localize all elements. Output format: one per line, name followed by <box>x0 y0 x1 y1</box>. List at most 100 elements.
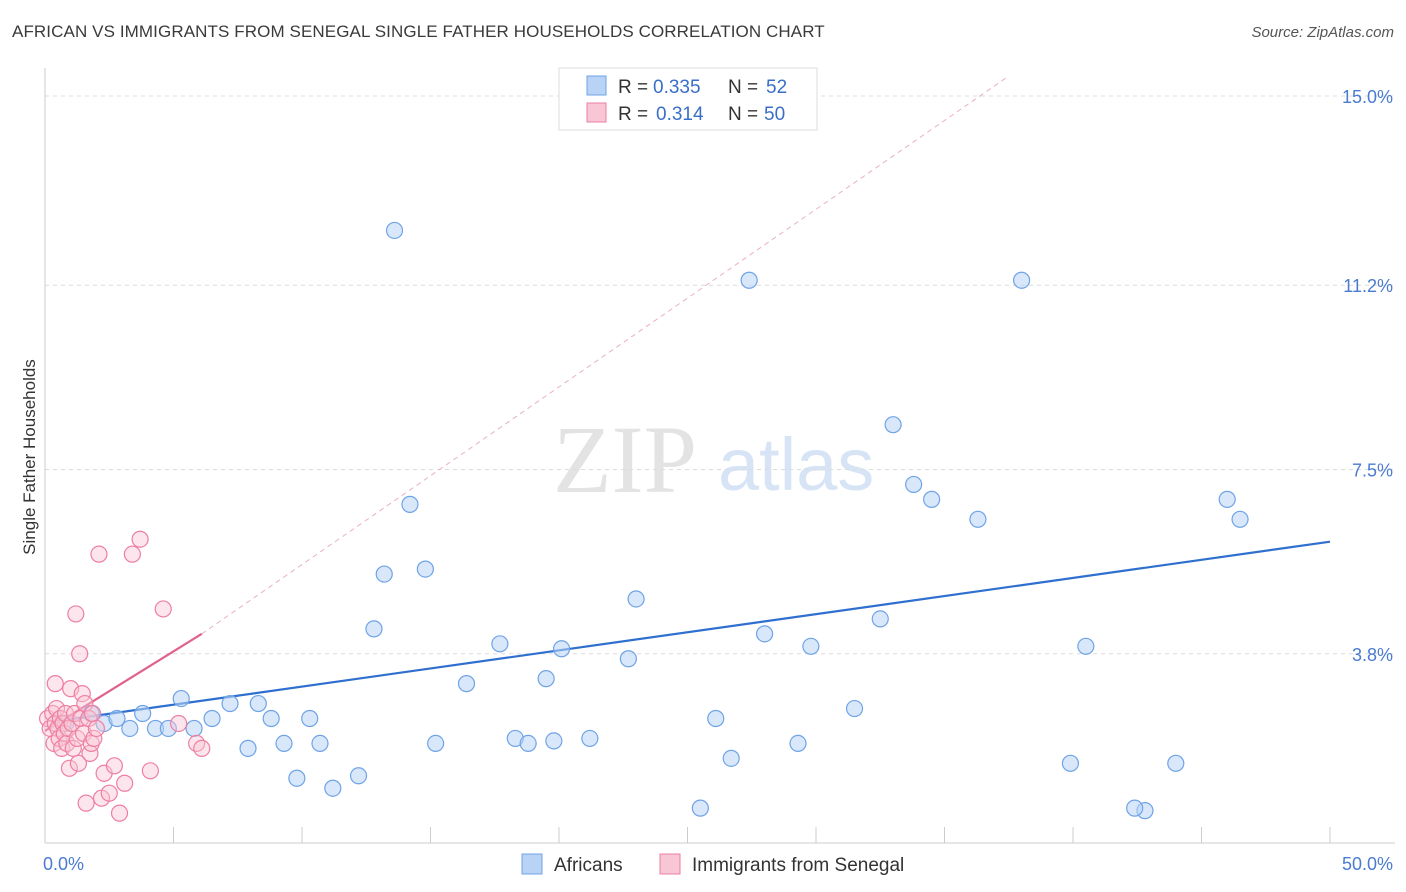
point-senegal <box>63 714 81 733</box>
point-africans <box>1012 271 1031 289</box>
point-africans <box>619 650 637 668</box>
point-senegal <box>82 734 100 753</box>
point-senegal <box>56 704 75 723</box>
point-africans <box>108 709 126 728</box>
bottom-legend-africans: Africans <box>554 855 623 876</box>
legend-r-value-2: 0.314 <box>656 104 704 125</box>
bottom-legend-swatch-africans <box>521 853 543 875</box>
point-senegal <box>193 739 211 757</box>
trendline-africans <box>57 540 1331 723</box>
trendline-senegal-extension <box>201 75 1010 635</box>
point-africans <box>537 670 555 688</box>
point-africans <box>491 635 509 653</box>
point-senegal <box>90 545 108 563</box>
source-label: Source: ZipAtlas.com <box>1251 24 1394 41</box>
point-africans <box>519 734 537 753</box>
point-africans <box>845 699 864 718</box>
point-senegal <box>100 784 118 802</box>
point-senegal <box>87 719 106 738</box>
trendline-senegal <box>44 632 203 732</box>
point-africans <box>627 590 645 608</box>
point-africans <box>457 675 476 693</box>
point-africans <box>375 565 393 583</box>
legend-n-label-2: N = <box>728 104 758 125</box>
point-africans <box>1061 754 1080 772</box>
point-senegal <box>188 734 206 753</box>
point-africans <box>385 221 404 240</box>
point-africans <box>552 640 571 658</box>
data-points <box>38 221 1249 822</box>
point-senegal <box>116 774 134 792</box>
x-tick-label-max: 50.0% <box>1342 854 1393 874</box>
y-tick-label: 7.5% <box>1352 461 1393 481</box>
point-africans <box>1231 510 1249 528</box>
grid-lines <box>45 95 1395 655</box>
point-africans <box>905 475 923 494</box>
legend-n-label-1: N = <box>728 77 758 98</box>
point-africans <box>159 719 177 738</box>
legend-swatch-africans <box>586 75 607 96</box>
y-tick-label: 15.0% <box>1342 87 1393 107</box>
trendlines <box>44 75 1331 732</box>
bottom-legend: Africans Immigrants from Senegal <box>521 853 904 876</box>
point-africans <box>691 799 709 817</box>
point-africans <box>1126 799 1144 817</box>
point-senegal <box>67 605 85 623</box>
point-africans <box>349 767 368 785</box>
watermark-zip: ZIP <box>553 406 697 513</box>
point-africans <box>884 416 902 434</box>
point-senegal <box>47 699 66 718</box>
point-africans <box>288 769 306 787</box>
point-africans <box>969 510 987 528</box>
point-africans <box>789 734 807 753</box>
point-senegal <box>170 714 188 733</box>
point-africans <box>262 709 280 728</box>
point-africans <box>1218 490 1236 508</box>
x-tick-label-min: 0.0% <box>43 854 84 874</box>
point-senegal <box>83 704 102 723</box>
point-africans <box>134 704 152 723</box>
y-axis-title: Single Father Households <box>20 359 39 555</box>
legend-r-value-1: 0.335 <box>653 77 701 98</box>
point-africans <box>1167 754 1185 772</box>
point-africans <box>301 709 319 728</box>
top-legend: R = 0.335 N = 52 R = 0.314 N = 50 <box>558 67 818 131</box>
point-africans <box>121 719 139 738</box>
point-africans <box>722 749 740 767</box>
point-africans <box>427 734 445 753</box>
point-africans <box>707 709 725 728</box>
point-africans <box>172 689 190 708</box>
point-africans <box>221 694 239 713</box>
point-africans <box>871 610 889 628</box>
point-senegal <box>141 762 159 780</box>
point-senegal <box>64 739 82 757</box>
point-africans <box>249 694 267 713</box>
point-africans <box>311 734 329 753</box>
point-africans <box>203 709 221 728</box>
bottom-legend-senegal: Immigrants from Senegal <box>692 855 904 876</box>
watermark-atlas: atlas <box>718 423 874 506</box>
point-africans <box>545 732 563 750</box>
point-africans <box>416 560 434 578</box>
legend-swatch-senegal <box>586 102 607 123</box>
point-africans <box>401 495 419 513</box>
point-senegal <box>131 530 149 548</box>
point-africans <box>1077 637 1095 655</box>
point-africans <box>923 490 941 508</box>
legend-r-label-1: R = <box>618 77 648 98</box>
point-senegal <box>105 757 123 775</box>
point-africans <box>802 637 820 655</box>
legend-n-value-2: 50 <box>764 104 785 125</box>
bottom-legend-swatch-senegal <box>659 853 681 875</box>
chart-title: AFRICAN VS IMMIGRANTS FROM SENEGAL SINGL… <box>12 22 825 41</box>
point-senegal <box>46 675 64 693</box>
point-senegal <box>69 754 88 772</box>
point-africans <box>581 729 599 748</box>
point-senegal <box>154 600 172 618</box>
legend-r-label-2: R = <box>618 104 648 125</box>
point-africans <box>740 271 758 289</box>
point-senegal <box>110 804 129 822</box>
point-africans <box>365 620 383 638</box>
point-africans <box>755 625 774 643</box>
